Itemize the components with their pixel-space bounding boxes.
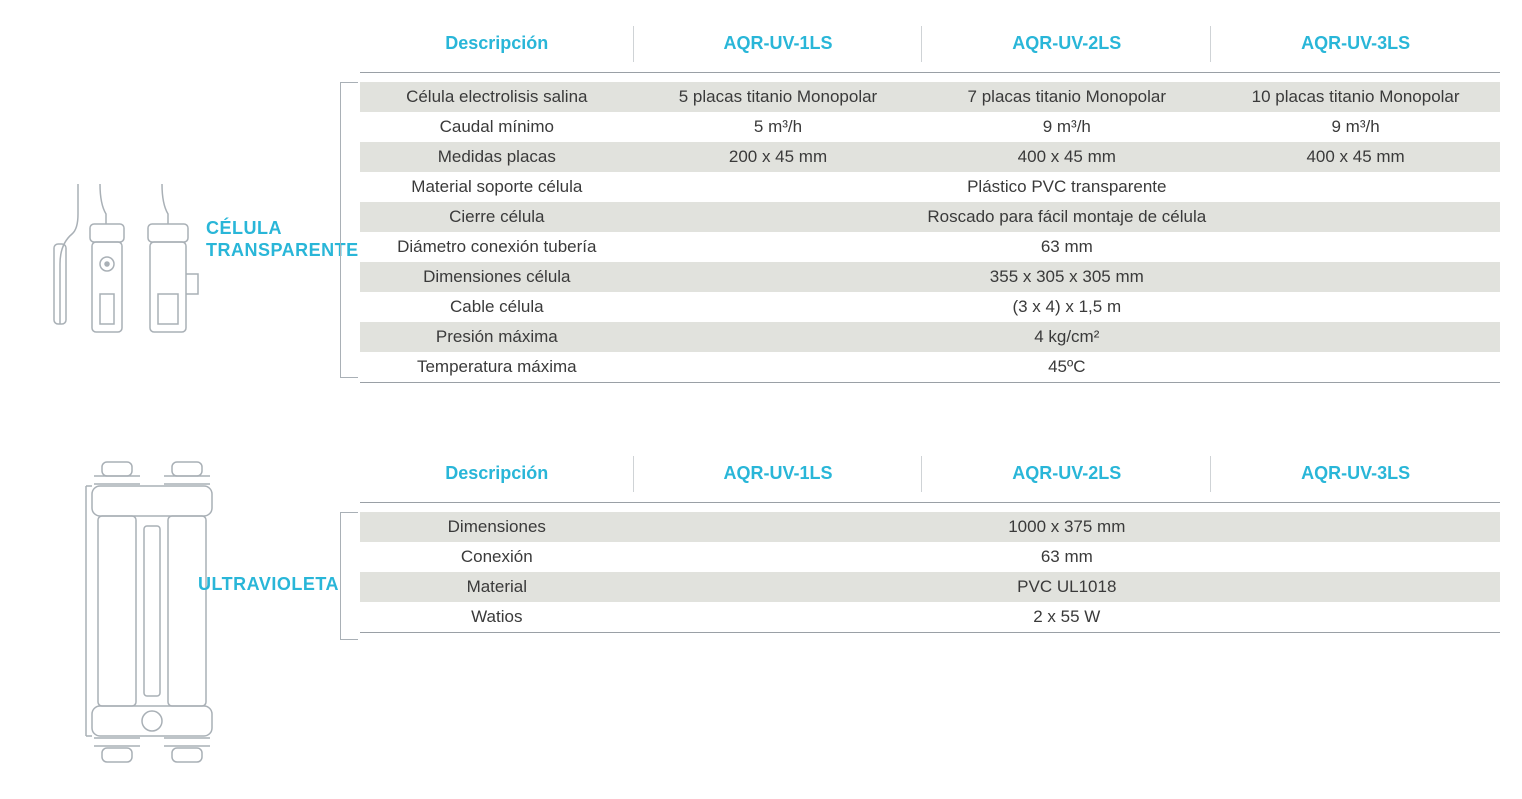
header-row: Descripción AQR-UV-1LS AQR-UV-2LS AQR-UV… <box>360 446 1500 502</box>
cell-desc: Conexión <box>360 542 634 572</box>
cell-value: 400 x 45 mm <box>922 142 1211 172</box>
cell-desc: Dimensiones célula <box>360 262 634 292</box>
tbody-uv: Dimensiones1000 x 375 mmConexión63 mmMat… <box>360 502 1500 632</box>
label-uv: ULTRAVIOLETA <box>198 574 339 594</box>
cell-value: 63 mm <box>634 232 1500 262</box>
cell-desc: Diámetro conexión tubería <box>360 232 634 262</box>
cell-value: 200 x 45 mm <box>634 142 923 172</box>
table-row: Dimensiones célula355 x 305 x 305 mm <box>360 262 1500 292</box>
table-wrapper-uv: Descripción AQR-UV-1LS AQR-UV-2LS AQR-UV… <box>360 446 1500 633</box>
cell-value: 5 placas titanio Monopolar <box>634 82 923 112</box>
cell-desc: Presión máxima <box>360 322 634 352</box>
header-row: Descripción AQR-UV-1LS AQR-UV-2LS AQR-UV… <box>360 16 1500 72</box>
cell-value: (3 x 4) x 1,5 m <box>634 292 1500 322</box>
bracket-celula <box>340 82 358 378</box>
table-row: Temperatura máxima45ºC <box>360 352 1500 382</box>
table-row: Medidas placas200 x 45 mm400 x 45 mm400 … <box>360 142 1500 172</box>
cell-desc: Material <box>360 572 634 602</box>
section-label-uv: ULTRAVIOLETA <box>198 574 339 596</box>
th-model1: AQR-UV-1LS <box>634 16 923 72</box>
th-desc: Descripción <box>360 16 634 72</box>
label-line2: TRANSPARENTE <box>206 240 359 260</box>
table-row: Material soporte célulaPlástico PVC tran… <box>360 172 1500 202</box>
table-row: Cable célula(3 x 4) x 1,5 m <box>360 292 1500 322</box>
cell-value: 2 x 55 W <box>634 602 1500 632</box>
cell-value: 5 m³/h <box>634 112 923 142</box>
section-uv: ULTRAVIOLETA Descripción AQR-UV-1LS AQR-… <box>20 446 1500 633</box>
section-label-celula: CÉLULA TRANSPARENTE <box>206 218 359 261</box>
cell-value: Roscado para fácil montaje de célula <box>634 202 1500 232</box>
table-wrapper-celula: Descripción AQR-UV-1LS AQR-UV-2LS AQR-UV… <box>360 16 1500 383</box>
table-row: MaterialPVC UL1018 <box>360 572 1500 602</box>
th-model2: AQR-UV-2LS <box>922 446 1211 502</box>
table-row: Conexión63 mm <box>360 542 1500 572</box>
ultravioleta-icon <box>82 456 232 766</box>
cell-value: 400 x 45 mm <box>1211 142 1500 172</box>
spec-table-uv: Descripción AQR-UV-1LS AQR-UV-2LS AQR-UV… <box>360 446 1500 633</box>
th-model3: AQR-UV-3LS <box>1211 16 1500 72</box>
cell-value: PVC UL1018 <box>634 572 1500 602</box>
cell-value: 63 mm <box>634 542 1500 572</box>
cell-value: 4 kg/cm² <box>634 322 1500 352</box>
spec-table-celula: Descripción AQR-UV-1LS AQR-UV-2LS AQR-UV… <box>360 16 1500 383</box>
th-model3: AQR-UV-3LS <box>1211 446 1500 502</box>
table-row: Célula electrolisis salina5 placas titan… <box>360 82 1500 112</box>
cell-desc: Cierre célula <box>360 202 634 232</box>
table-row: Dimensiones1000 x 375 mm <box>360 512 1500 542</box>
th-model2: AQR-UV-2LS <box>922 16 1211 72</box>
bracket-uv <box>340 512 358 640</box>
section-celula: CÉLULA TRANSPARENTE Descripción AQR-UV-1… <box>20 16 1500 383</box>
cell-desc: Material soporte célula <box>360 172 634 202</box>
cell-desc: Célula electrolisis salina <box>360 82 634 112</box>
table-row: Presión máxima4 kg/cm² <box>360 322 1500 352</box>
cell-desc: Medidas placas <box>360 142 634 172</box>
tbody-celula: Célula electrolisis salina5 placas titan… <box>360 72 1500 382</box>
table-row: Watios2 x 55 W <box>360 602 1500 632</box>
cell-value: 45ºC <box>634 352 1500 382</box>
th-model1: AQR-UV-1LS <box>634 446 923 502</box>
table-row: Cierre célulaRoscado para fácil montaje … <box>360 202 1500 232</box>
cell-desc: Watios <box>360 602 634 632</box>
table-row: Caudal mínimo5 m³/h9 m³/h9 m³/h <box>360 112 1500 142</box>
cell-value: 9 m³/h <box>1211 112 1500 142</box>
cell-desc: Caudal mínimo <box>360 112 634 142</box>
celula-icon <box>42 184 202 364</box>
cell-value: 7 placas titanio Monopolar <box>922 82 1211 112</box>
cell-desc: Dimensiones <box>360 512 634 542</box>
table-row: Diámetro conexión tubería63 mm <box>360 232 1500 262</box>
cell-value: 9 m³/h <box>922 112 1211 142</box>
cell-value: 1000 x 375 mm <box>634 512 1500 542</box>
cell-desc: Temperatura máxima <box>360 352 634 382</box>
label-line1: CÉLULA <box>206 218 282 238</box>
cell-desc: Cable célula <box>360 292 634 322</box>
cell-value: 355 x 305 x 305 mm <box>634 262 1500 292</box>
cell-value: Plástico PVC transparente <box>634 172 1500 202</box>
cell-value: 10 placas titanio Monopolar <box>1211 82 1500 112</box>
th-desc: Descripción <box>360 446 634 502</box>
